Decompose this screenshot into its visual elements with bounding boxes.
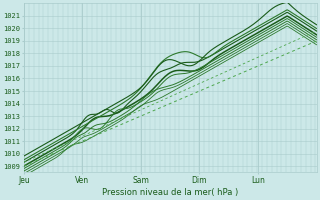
X-axis label: Pression niveau de la mer( hPa ): Pression niveau de la mer( hPa ) (102, 188, 238, 197)
